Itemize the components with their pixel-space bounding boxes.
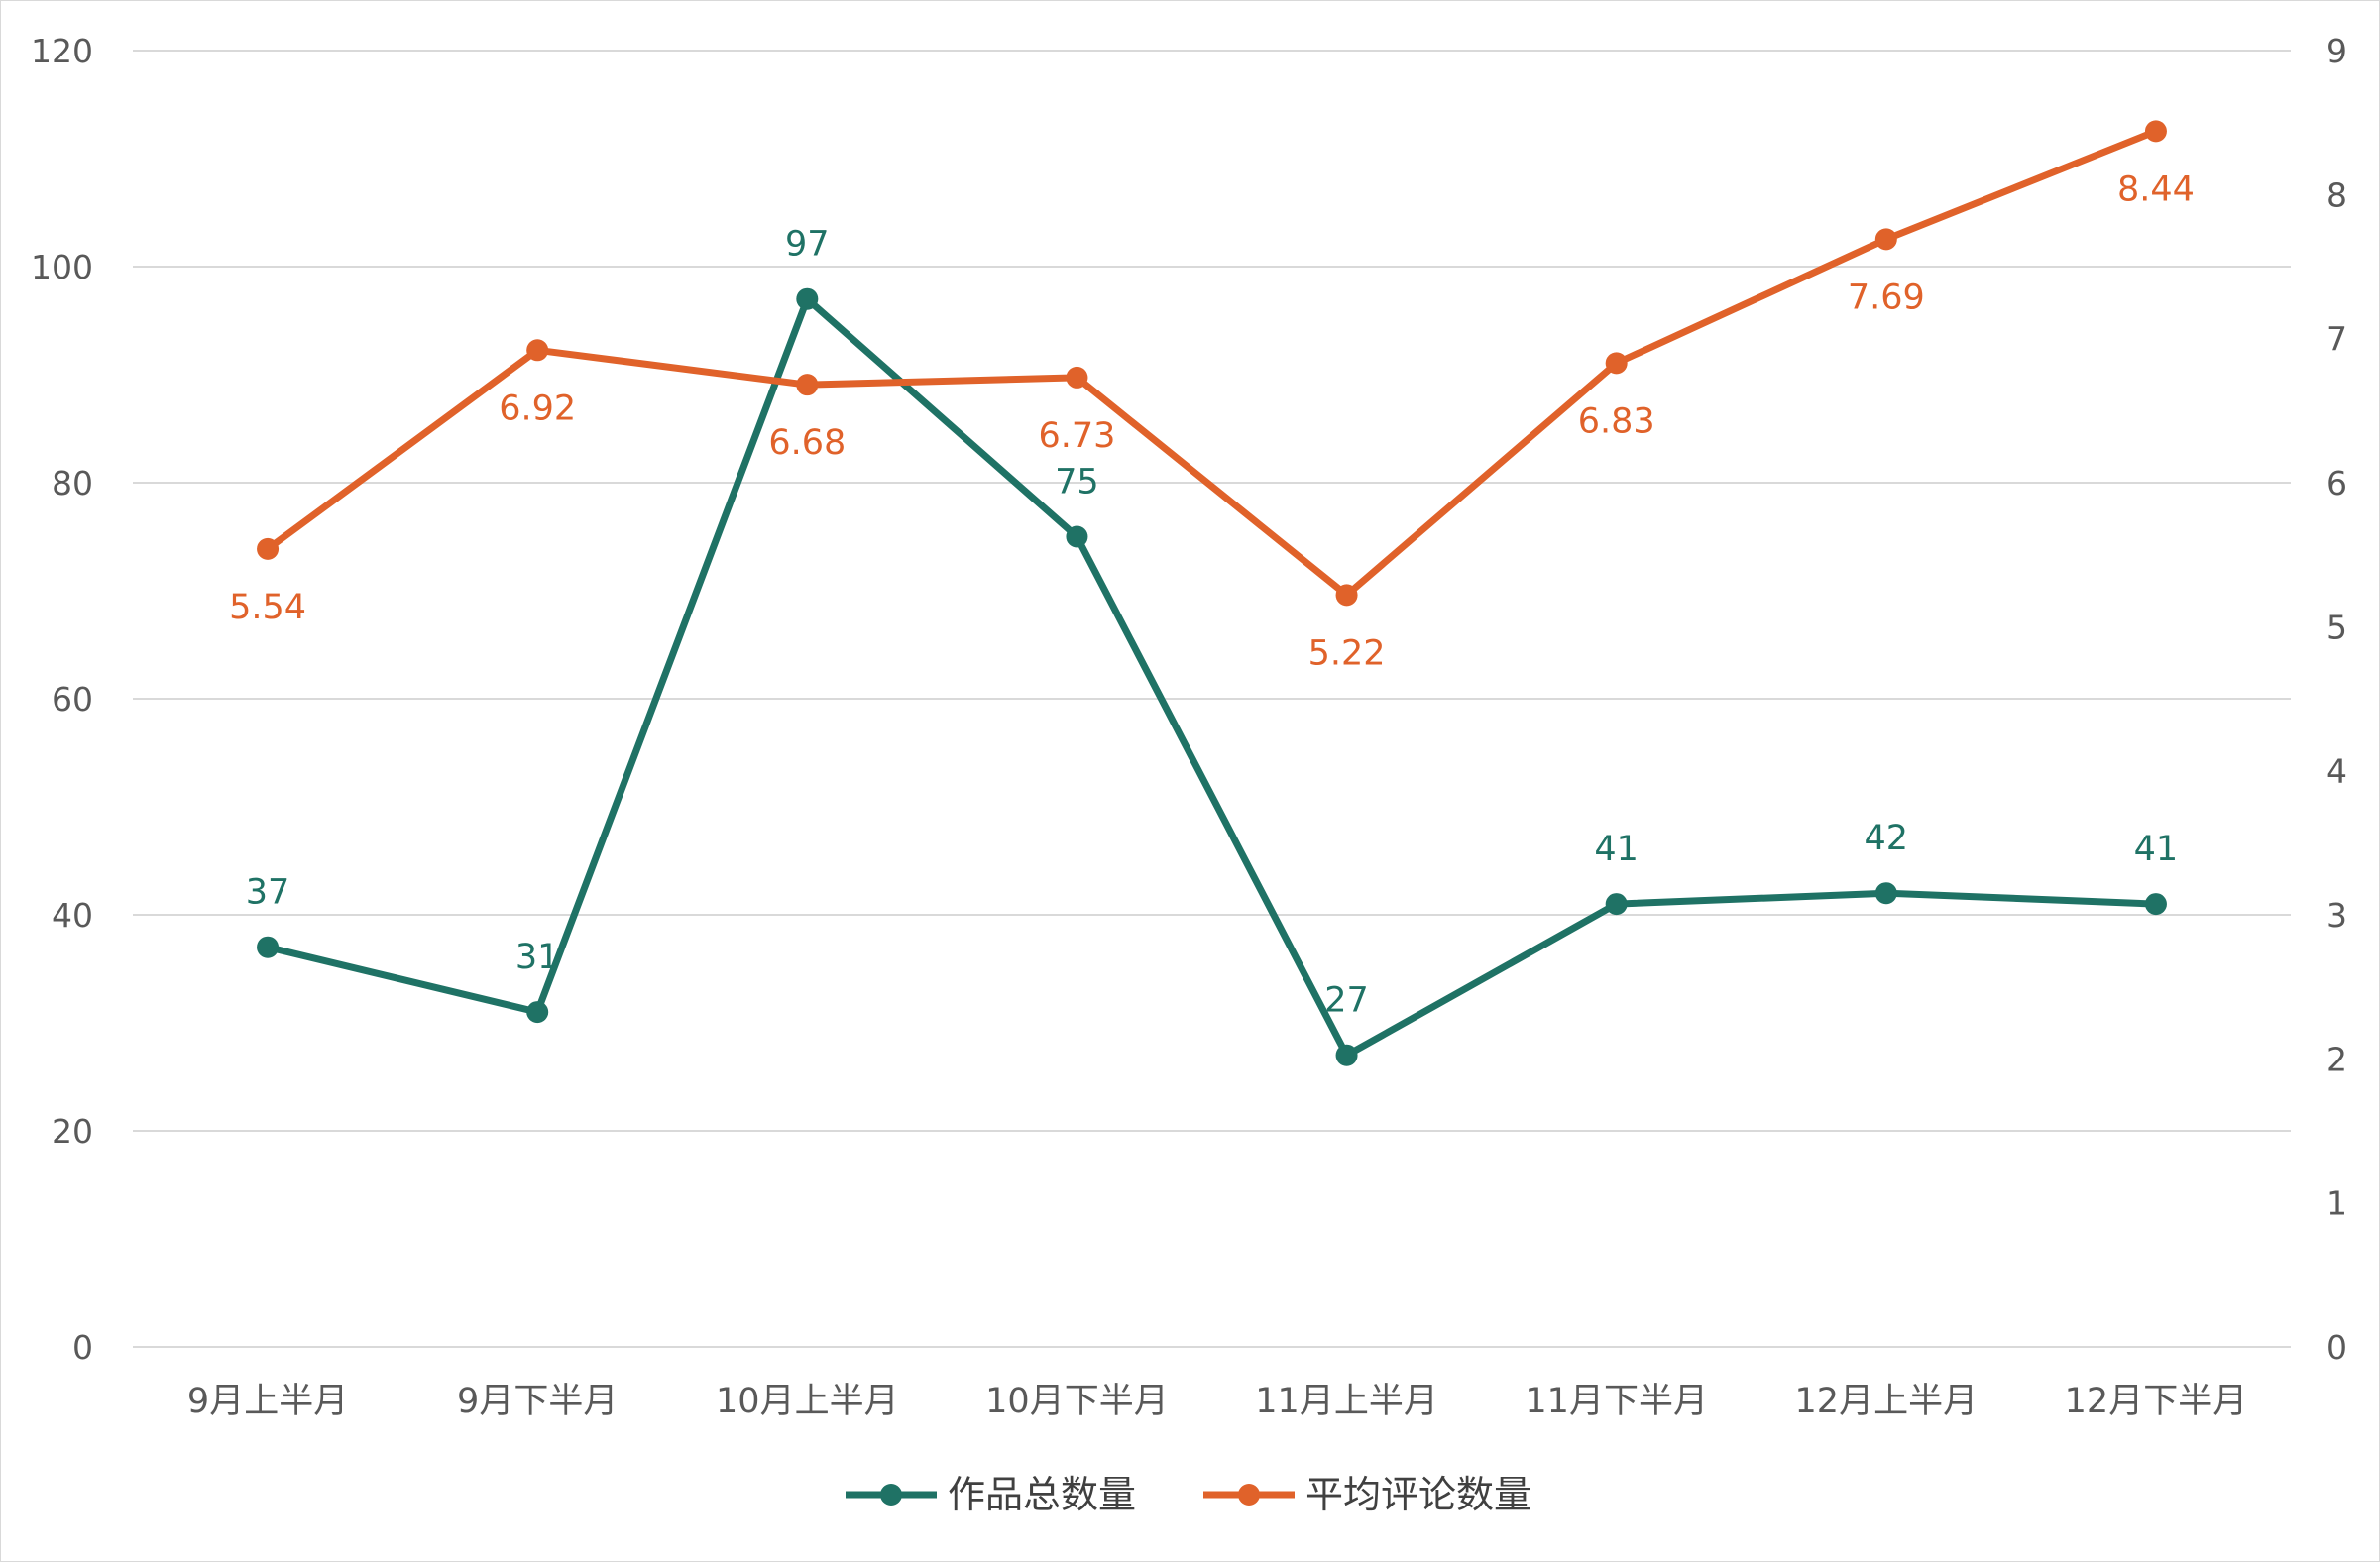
x-tick-label-6: 11月下半月: [1525, 1382, 1708, 1421]
data-label-series-1-2: 31: [515, 938, 560, 977]
data-point-series-2-7: [1874, 228, 1897, 251]
data-point-series-2-2: [526, 339, 549, 362]
left-tick-label-60: 60: [52, 680, 93, 719]
data-point-series-2-8: [2144, 120, 2167, 143]
x-axis: 9月上半月 9月下半月 10月上半月 10月下半月 11月上半月 11月下半月 12月上半月…: [187, 1382, 2247, 1421]
data-point-series-1-8: [2144, 893, 2167, 916]
data-point-series-1-1: [257, 936, 280, 958]
left-tick-label-40: 40: [52, 896, 93, 935]
data-label-series-1-5: 27: [1324, 981, 1369, 1021]
left-y-axis: 0 20 40 60 80 100 120: [31, 32, 93, 1367]
data-label-series-2-8: 8.44: [2117, 169, 2195, 209]
series-layer: [257, 120, 2167, 1066]
legend-marker-series-2: [1238, 1484, 1260, 1506]
legend-label-series-2: 平均评论数量: [1305, 1473, 1531, 1516]
data-point-series-1-6: [1605, 893, 1628, 916]
data-labels: 37 31 97 75 27 41 42 41 5.54 6.92 6.68 6.73 5.22 6.83…: [229, 169, 2195, 1020]
right-tick-label-3: 3: [2326, 896, 2347, 935]
data-label-series-1-8: 41: [2134, 830, 2179, 869]
right-tick-label-5: 5: [2326, 608, 2347, 646]
legend: 作品总数量 平均评论数量: [846, 1473, 1531, 1516]
data-point-series-1-5: [1335, 1044, 1358, 1066]
legend-marker-series-1: [880, 1484, 902, 1506]
data-label-series-2-6: 6.83: [1578, 401, 1655, 441]
left-tick-label-120: 120: [31, 32, 93, 70]
data-point-series-1-7: [1874, 882, 1897, 905]
right-tick-label-4: 4: [2326, 752, 2347, 791]
left-tick-label-80: 80: [52, 464, 93, 502]
x-tick-label-3: 10月上半月: [716, 1382, 899, 1421]
data-point-series-2-3: [796, 374, 819, 396]
data-point-series-1-4: [1066, 525, 1088, 548]
data-point-series-2-6: [1605, 352, 1628, 375]
legend-item-series-2: 平均评论数量: [1203, 1473, 1531, 1516]
right-tick-label-6: 6: [2326, 464, 2347, 502]
series-2: [257, 120, 2167, 607]
data-label-series-2-3: 6.68: [768, 423, 846, 463]
data-point-series-1-3: [796, 287, 819, 310]
x-tick-label-8: 12月下半月: [2065, 1382, 2248, 1421]
data-label-series-2-7: 7.69: [1848, 278, 1925, 317]
gridlines: [133, 50, 2291, 1348]
left-tick-label-100: 100: [31, 248, 93, 286]
right-tick-label-8: 8: [2326, 175, 2347, 214]
data-point-series-1-2: [526, 1001, 549, 1024]
data-label-series-2-1: 5.54: [229, 588, 306, 627]
legend-item-series-1: 作品总数量: [846, 1473, 1136, 1516]
left-tick-label-0: 0: [72, 1328, 93, 1367]
series-line-1: [264, 295, 2160, 1060]
data-label-series-1-7: 42: [1865, 819, 1909, 858]
right-tick-label-1: 1: [2326, 1184, 2347, 1223]
right-tick-label-7: 7: [2326, 320, 2347, 359]
left-tick-label-20: 20: [52, 1112, 93, 1151]
data-label-series-1-6: 41: [1594, 830, 1639, 869]
x-tick-label-5: 11月上半月: [1255, 1382, 1438, 1421]
x-tick-label-4: 10月下半月: [985, 1382, 1169, 1421]
legend-label-series-1: 作品总数量: [948, 1473, 1136, 1516]
data-label-series-2-5: 5.22: [1308, 633, 1386, 673]
right-tick-label-9: 9: [2326, 32, 2347, 70]
x-tick-label-2: 9月下半月: [457, 1382, 618, 1421]
series-1: [257, 287, 2167, 1066]
data-point-series-2-5: [1335, 584, 1358, 607]
data-label-series-1-3: 97: [785, 225, 830, 265]
data-label-series-2-2: 6.92: [499, 389, 576, 428]
data-point-series-2-1: [257, 537, 280, 560]
right-tick-label-2: 2: [2326, 1040, 2347, 1078]
x-tick-label-7: 12月上半月: [1795, 1382, 1979, 1421]
series-line-2: [264, 127, 2160, 599]
data-label-series-2-4: 6.73: [1038, 416, 1115, 456]
data-label-series-1-4: 75: [1055, 463, 1099, 502]
data-label-series-1-1: 37: [246, 873, 290, 913]
right-y-axis: 0 1 2 3 4 5 6 7 8 9: [2326, 32, 2347, 1367]
x-tick-label-1: 9月上半月: [187, 1382, 348, 1421]
right-tick-label-0: 0: [2326, 1328, 2347, 1367]
data-point-series-2-4: [1066, 366, 1088, 389]
